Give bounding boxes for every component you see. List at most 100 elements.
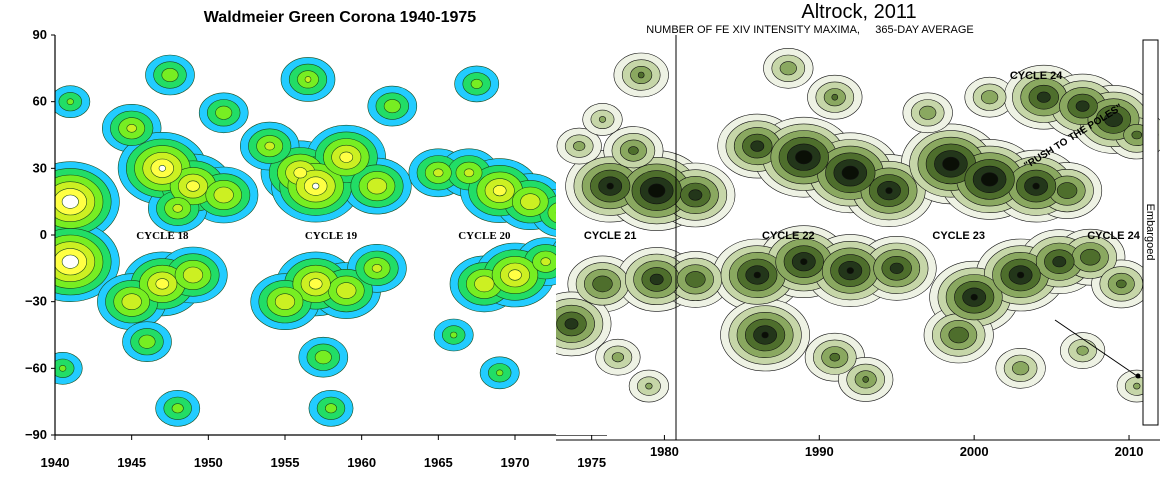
heat-blob xyxy=(611,352,625,363)
heat-blob xyxy=(628,146,639,155)
heat-blob xyxy=(831,93,839,101)
heat-blob xyxy=(121,293,142,311)
heat-blob xyxy=(970,293,978,301)
heat-blob xyxy=(889,262,904,274)
heat-blob xyxy=(520,193,541,210)
heat-blob xyxy=(172,204,183,213)
y-tick-label: −90 xyxy=(25,427,47,442)
right-heatmap xyxy=(556,48,1160,403)
y-tick-label: −60 xyxy=(25,360,47,375)
x-tick-label: 1960 xyxy=(347,455,376,470)
heat-blob xyxy=(841,165,859,180)
heat-blob xyxy=(592,275,613,293)
y-tick-label: 90 xyxy=(33,27,47,42)
heat-blob xyxy=(161,68,179,83)
heat-blob xyxy=(980,172,999,187)
right-x-ticks: 1980 1990 2000 2010 xyxy=(650,435,1144,459)
left-y-ticks: 90 60 30 0 −30 −60 −90 xyxy=(25,27,55,442)
heat-blob xyxy=(126,124,137,133)
left-chart-title: Waldmeier Green Corona 1940-1975 xyxy=(204,9,477,26)
heat-blob xyxy=(324,403,337,414)
heat-blob xyxy=(862,376,870,383)
heat-blob xyxy=(366,177,388,195)
heat-blob xyxy=(779,61,797,76)
cycle-label: CYCLE 24 xyxy=(1087,230,1140,242)
heat-blob xyxy=(158,165,166,172)
cycle-label: CYCLE 18 xyxy=(136,230,189,242)
heat-blob xyxy=(61,254,79,269)
heat-blob xyxy=(496,369,504,377)
heat-blob xyxy=(274,293,296,311)
heat-blob xyxy=(688,189,703,201)
left-annotations: CYCLE 18 CYCLE 19 CYCLE 20 xyxy=(136,230,511,242)
heat-blob xyxy=(645,382,653,390)
heat-blob xyxy=(795,150,813,165)
x-tick-label: 1975 xyxy=(577,455,606,470)
heat-blob xyxy=(800,258,808,266)
heat-blob xyxy=(492,185,507,197)
contour-level-6 xyxy=(606,150,1040,339)
cycle-label: CYCLE 24 xyxy=(1010,70,1063,82)
heat-blob xyxy=(564,318,579,330)
x-tick-label: 1940 xyxy=(41,455,70,470)
right-chart-title: Altrock, 2011 xyxy=(801,1,916,23)
heat-blob xyxy=(919,105,937,120)
heat-blob xyxy=(1080,248,1101,266)
x-tick-label: 2010 xyxy=(1115,444,1144,459)
contour-level-6 xyxy=(61,165,320,269)
heat-blob xyxy=(750,140,765,152)
embargo-label: Embargoed xyxy=(1144,204,1156,261)
heat-blob xyxy=(336,282,357,299)
heat-blob xyxy=(1011,361,1030,376)
cycle-label: CYCLE 23 xyxy=(932,230,985,242)
heat-blob xyxy=(463,168,475,178)
heat-blob xyxy=(980,90,999,105)
heat-blob xyxy=(383,99,401,114)
heat-blob xyxy=(308,278,323,290)
left-plot-panel: 90 60 30 0 −30 −60 −90 1940 1945 1950 1955 1960 196… xyxy=(25,9,607,470)
heat-blob xyxy=(66,98,74,105)
heat-blob xyxy=(685,271,706,288)
heat-blob xyxy=(264,141,275,151)
y-tick-label: 60 xyxy=(33,94,47,109)
cycle-label: CYCLE 19 xyxy=(305,230,358,242)
heat-blob xyxy=(171,403,184,414)
heat-blob xyxy=(1075,100,1090,112)
heat-blob xyxy=(761,331,769,339)
right-chart-subtitle: NUMBER OF FE XIV INTENSITY MAXIMA, 365-D… xyxy=(646,24,973,36)
x-tick-label: 2000 xyxy=(960,444,989,459)
heat-blob xyxy=(1076,345,1089,356)
heat-blob xyxy=(846,267,854,274)
x-tick-label: 1990 xyxy=(805,444,834,459)
heat-blob xyxy=(1036,91,1051,103)
heat-blob xyxy=(1016,271,1025,279)
heat-blob xyxy=(1116,279,1127,289)
heat-blob xyxy=(304,76,312,83)
y-tick-label: −30 xyxy=(25,294,47,309)
heat-blob xyxy=(1133,382,1141,390)
cycle-label: CYCLE 20 xyxy=(458,230,511,242)
heat-blob xyxy=(59,364,67,372)
x-tick-label: 1980 xyxy=(650,444,679,459)
heat-blob xyxy=(648,183,666,198)
heat-blob xyxy=(213,186,234,204)
x-tick-label: 1945 xyxy=(117,455,146,470)
heat-blob xyxy=(433,168,444,178)
y-tick-label: 30 xyxy=(33,160,47,175)
heat-blob xyxy=(371,263,383,273)
heat-blob xyxy=(508,269,522,281)
x-tick-label: 1965 xyxy=(424,455,453,470)
heat-blob xyxy=(942,156,960,171)
heat-blob xyxy=(573,141,586,152)
heat-blob xyxy=(1032,182,1040,190)
heat-blob xyxy=(649,273,664,286)
heat-blob xyxy=(829,352,841,362)
embargo-box xyxy=(1142,39,1159,426)
heat-blob xyxy=(339,151,354,163)
rush-arrow-line xyxy=(1054,319,1141,379)
heat-blob xyxy=(312,182,320,190)
heat-blob xyxy=(182,266,204,284)
x-tick-label: 1950 xyxy=(194,455,223,470)
heat-blob xyxy=(606,182,614,190)
